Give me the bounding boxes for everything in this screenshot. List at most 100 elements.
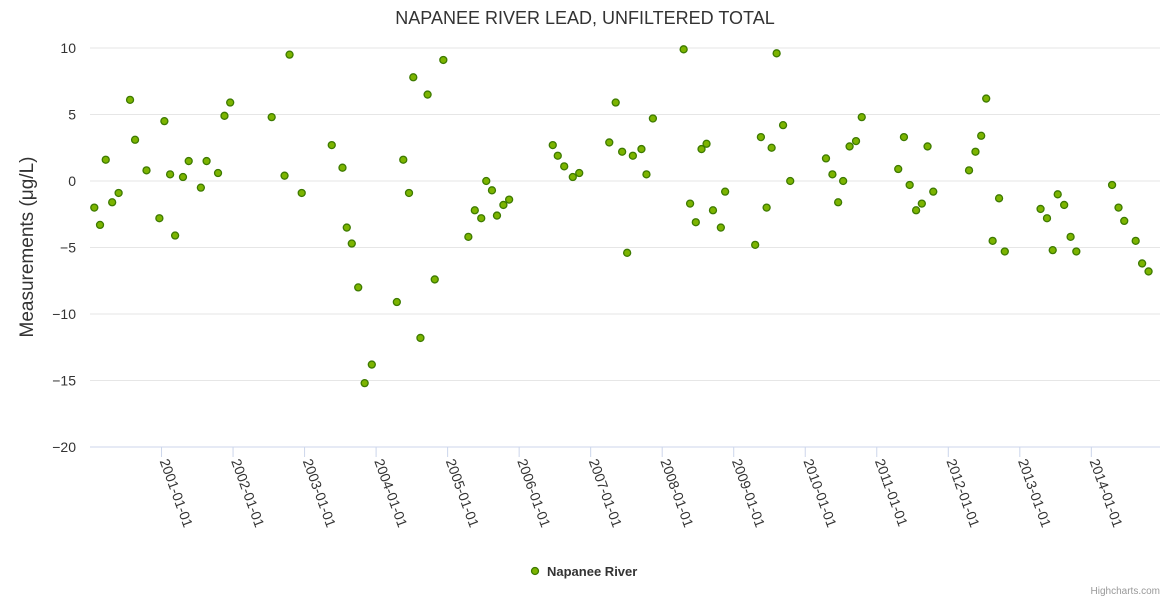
data-point[interactable] [977, 131, 986, 140]
data-point[interactable] [1144, 267, 1153, 276]
data-point[interactable] [404, 188, 414, 198]
data-point[interactable] [605, 138, 614, 147]
data-point[interactable] [716, 223, 725, 232]
data-point[interactable] [114, 188, 123, 198]
data-point[interactable] [642, 170, 651, 179]
data-point[interactable] [575, 168, 584, 178]
data-point[interactable] [409, 73, 418, 82]
data-point[interactable] [637, 144, 646, 154]
data-point[interactable] [184, 156, 193, 166]
data-point[interactable] [964, 166, 974, 175]
data-point[interactable] [648, 114, 658, 123]
data-point[interactable] [845, 142, 854, 151]
data-point[interactable] [297, 188, 306, 198]
data-point[interactable] [95, 220, 105, 230]
data-point[interactable] [905, 180, 914, 190]
data-point[interactable] [213, 168, 223, 178]
data-point[interactable] [285, 50, 294, 59]
data-point[interactable] [464, 232, 473, 242]
data-point[interactable] [1107, 180, 1117, 190]
data-point[interactable] [838, 176, 848, 186]
data-point[interactable] [165, 170, 175, 179]
data-point[interactable] [786, 176, 795, 186]
data-point[interactable] [899, 132, 909, 142]
data-point[interactable] [108, 198, 117, 207]
data-point[interactable] [568, 172, 577, 182]
data-point[interactable] [929, 187, 938, 196]
data-point[interactable] [911, 206, 921, 215]
data-point[interactable] [679, 45, 688, 54]
data-point[interactable] [487, 186, 497, 195]
data-point[interactable] [762, 203, 771, 212]
data-point[interactable] [125, 95, 135, 105]
data-point[interactable] [155, 214, 164, 223]
data-point[interactable] [130, 135, 140, 144]
data-point[interactable] [226, 98, 235, 107]
data-point[interactable] [360, 379, 369, 388]
data-point[interactable] [778, 120, 788, 130]
data-point[interactable] [280, 171, 289, 180]
credits[interactable]: Highcharts.com [1091, 586, 1160, 597]
data-point[interactable] [982, 94, 991, 103]
data-point[interactable] [767, 143, 776, 152]
data-point[interactable] [548, 140, 557, 150]
data-point[interactable] [160, 117, 169, 126]
legend[interactable]: Napanee River [530, 564, 638, 579]
data-point[interactable] [1042, 214, 1052, 223]
data-point[interactable] [994, 194, 1004, 203]
legend-label[interactable]: Napanee River [547, 564, 637, 579]
data-point[interactable] [1066, 232, 1075, 242]
data-point[interactable] [622, 248, 632, 257]
data-point[interactable] [1036, 204, 1045, 214]
data-point[interactable] [988, 236, 997, 246]
data-point[interactable] [691, 218, 700, 227]
data-point[interactable] [327, 140, 336, 150]
data-point[interactable] [416, 333, 425, 343]
data-point[interactable] [1131, 236, 1140, 246]
data-point[interactable] [354, 283, 363, 292]
data-point[interactable] [430, 275, 439, 284]
data-point[interactable] [1072, 247, 1081, 256]
data-point[interactable] [267, 113, 276, 122]
data-point[interactable] [553, 151, 562, 160]
data-point[interactable] [720, 187, 730, 196]
data-point[interactable] [628, 151, 638, 160]
data-point[interactable] [342, 223, 351, 232]
data-point[interactable] [756, 132, 766, 142]
data-point[interactable] [477, 214, 486, 223]
data-point[interactable] [338, 163, 347, 172]
data-point[interactable] [142, 166, 151, 175]
data-point[interactable] [971, 147, 980, 156]
data-point[interactable] [492, 211, 502, 220]
data-point[interactable] [1048, 246, 1057, 255]
data-point[interactable] [1053, 190, 1062, 199]
data-point[interactable] [751, 240, 760, 249]
data-point[interactable] [1114, 203, 1123, 212]
data-point[interactable] [685, 199, 695, 208]
data-point[interactable] [367, 360, 376, 369]
data-point[interactable] [611, 98, 620, 107]
data-point[interactable] [220, 111, 229, 120]
data-point[interactable] [857, 113, 866, 122]
data-point[interactable] [196, 183, 206, 192]
data-point[interactable] [708, 206, 718, 215]
data-point[interactable] [482, 176, 491, 186]
data-point[interactable] [90, 203, 99, 212]
data-point[interactable] [439, 55, 448, 65]
data-point[interactable] [1000, 247, 1009, 256]
data-point[interactable] [392, 297, 401, 307]
data-point[interactable] [917, 199, 926, 208]
data-point[interactable] [1060, 200, 1069, 210]
data-point[interactable] [828, 170, 837, 179]
data-point[interactable] [101, 155, 110, 164]
data-point[interactable] [851, 136, 861, 146]
data-point[interactable] [1120, 216, 1129, 226]
data-point[interactable] [202, 156, 211, 166]
data-point[interactable] [560, 162, 569, 171]
data-point[interactable] [772, 49, 781, 58]
data-point[interactable] [178, 172, 188, 182]
data-point[interactable] [347, 239, 356, 248]
data-point[interactable] [423, 90, 432, 99]
data-point[interactable] [894, 164, 903, 174]
data-point[interactable] [702, 139, 711, 148]
